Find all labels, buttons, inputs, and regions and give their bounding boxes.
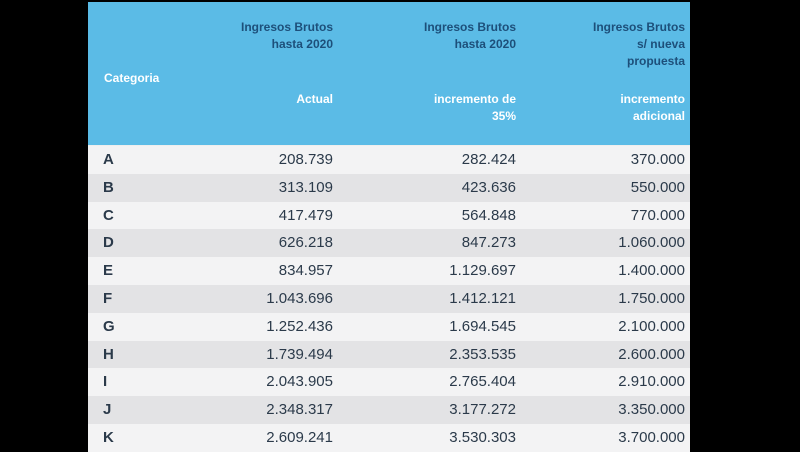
header-col3-title-line: Ingresos Brutos: [592, 20, 685, 34]
value-cell: 1.129.697: [449, 262, 516, 280]
ingresos-brutos-table: Categoria Ingresos Brutos hasta 2020 Act…: [88, 2, 690, 452]
header-col2-sub-line: incremento de: [433, 92, 516, 106]
value-cell: 2.765.404: [449, 373, 516, 391]
value-cell: 626.218: [278, 234, 333, 252]
table-row: F 1.043.696 1.412.121 1.750.000: [88, 285, 690, 313]
header-col1-title-line: hasta 2020: [271, 37, 333, 51]
value-cell: 423.636: [461, 178, 516, 196]
value-cell: 1.412.121: [449, 290, 516, 307]
value-cell: 1.750.000: [618, 290, 685, 307]
table-row: G 1.252.436 1.694.545 2.100.000: [88, 312, 690, 341]
table-row: D 626.218 847.273 1.060.000: [88, 229, 690, 258]
value-cell: 847.273: [461, 234, 516, 252]
header-col1-title-line: Ingresos Brutos: [240, 20, 333, 34]
table-row: H 1.739.494 2.353.535 2.600.000: [88, 340, 690, 369]
value-cell: 417.479: [278, 206, 333, 224]
value-cell: 2.353.535: [449, 345, 516, 363]
value-cell: 313.109: [278, 178, 333, 196]
header-col2-title: Ingresos Brutos hasta 2020: [424, 19, 516, 53]
category-cell: J: [103, 401, 112, 419]
header-categoria: Categoria: [104, 71, 160, 85]
header-col2-sub: incremento de 35%: [434, 91, 516, 125]
value-cell: 834.957: [278, 262, 333, 280]
value-cell: 1.043.696: [266, 290, 333, 307]
header-col3-title-line: s/ nueva: [636, 37, 685, 51]
header-col3-title-line: propuesta: [626, 54, 685, 68]
table-row: K 2.609.241 3.530.303 3.700.000: [88, 424, 690, 452]
value-cell: 2.910.000: [618, 373, 685, 391]
value-cell: 3.177.272: [449, 401, 516, 419]
value-cell: 1.252.436: [266, 317, 333, 335]
table-row: I 2.043.905 2.765.404 2.910.000: [88, 368, 690, 397]
header-col3-sub-line: adicional: [632, 109, 685, 123]
category-cell: F: [103, 290, 113, 307]
category-cell: K: [103, 429, 114, 446]
table-row: A 208.739 282.424 370.000: [88, 146, 690, 174]
value-cell: 2.348.317: [266, 401, 333, 419]
category-cell: B: [103, 178, 114, 196]
header-col2-title-line: hasta 2020: [454, 37, 516, 51]
value-cell: 1.739.494: [266, 345, 333, 363]
category-cell: H: [103, 345, 114, 363]
header-col2-sub-line: 35%: [491, 109, 516, 123]
category-cell: C: [103, 206, 114, 224]
category-cell: E: [103, 262, 114, 280]
value-cell: 2.609.241: [266, 429, 333, 446]
value-cell: 1.694.545: [449, 317, 516, 335]
category-cell: A: [103, 151, 114, 168]
value-cell: 2.600.000: [618, 345, 685, 363]
header-col2-title-line: Ingresos Brutos: [423, 20, 516, 34]
header-col3-sub: incremento adicional: [620, 91, 685, 125]
value-cell: 1.400.000: [618, 262, 685, 280]
category-cell: G: [103, 317, 115, 335]
header-col1-title: Ingresos Brutos hasta 2020: [241, 19, 333, 53]
value-cell: 564.848: [461, 206, 516, 224]
table-header: Categoria Ingresos Brutos hasta 2020 Act…: [88, 2, 690, 145]
category-cell: D: [103, 234, 114, 252]
value-cell: 2.100.000: [618, 317, 685, 335]
value-cell: 3.530.303: [449, 429, 516, 446]
header-col3-sub-line: incremento: [620, 92, 685, 106]
value-cell: 208.739: [278, 151, 333, 168]
category-cell: I: [103, 373, 108, 391]
table-row: B 313.109 423.636 550.000: [88, 173, 690, 202]
header-col1-sub: Actual: [296, 91, 333, 108]
table-row: C 417.479 564.848 770.000: [88, 201, 690, 230]
value-cell: 1.060.000: [618, 234, 685, 252]
value-cell: 2.043.905: [266, 373, 333, 391]
value-cell: 282.424: [461, 151, 516, 168]
value-cell: 370.000: [630, 151, 685, 168]
header-col1-sub-line: Actual: [296, 92, 333, 106]
value-cell: 3.700.000: [618, 429, 685, 446]
table-row: J 2.348.317 3.177.272 3.350.000: [88, 396, 690, 424]
value-cell: 3.350.000: [618, 401, 685, 419]
value-cell: 550.000: [630, 178, 685, 196]
table-row: E 834.957 1.129.697 1.400.000: [88, 257, 690, 285]
header-col3-title: Ingresos Brutos s/ nueva propuesta: [593, 19, 685, 70]
value-cell: 770.000: [630, 206, 685, 224]
